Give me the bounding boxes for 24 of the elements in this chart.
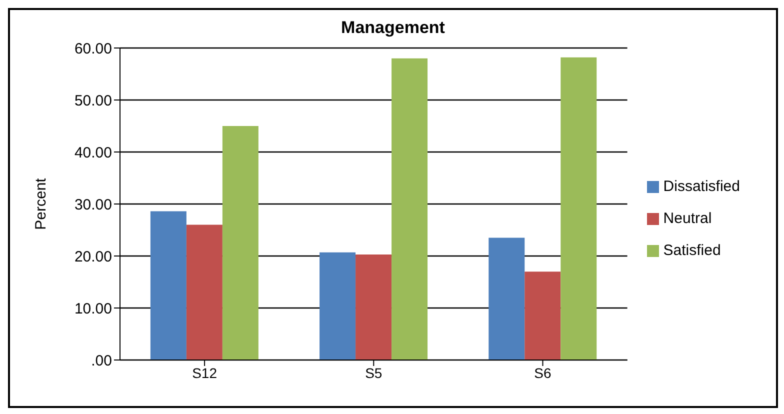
x-tick-label: S5 (365, 364, 382, 381)
bar (560, 57, 597, 360)
bar (320, 252, 356, 360)
y-tick-label: 40.00 (74, 144, 112, 162)
bar (524, 272, 561, 360)
y-axis-title: Percent (32, 177, 50, 230)
bar (222, 126, 258, 360)
chart-title: Management (340, 18, 446, 38)
y-tick-label: 20.00 (74, 248, 112, 266)
bar (488, 238, 525, 360)
legend-label: Neutral (663, 210, 712, 227)
bar (150, 211, 186, 360)
y-tick-label: 60.00 (74, 40, 112, 58)
legend-label: Satisfied (663, 242, 721, 259)
bar (186, 224, 222, 360)
legend-label: Dissatisfied (663, 178, 740, 195)
x-tick-label: S12 (192, 364, 218, 381)
x-tick-label: S6 (534, 364, 552, 381)
bar (392, 58, 428, 360)
y-tick-label: 10.00 (74, 300, 112, 318)
y-tick-label: 50.00 (74, 92, 112, 110)
bar (356, 254, 392, 360)
y-tick-label: 30.00 (74, 196, 112, 214)
y-tick-label: .00 (91, 352, 112, 370)
